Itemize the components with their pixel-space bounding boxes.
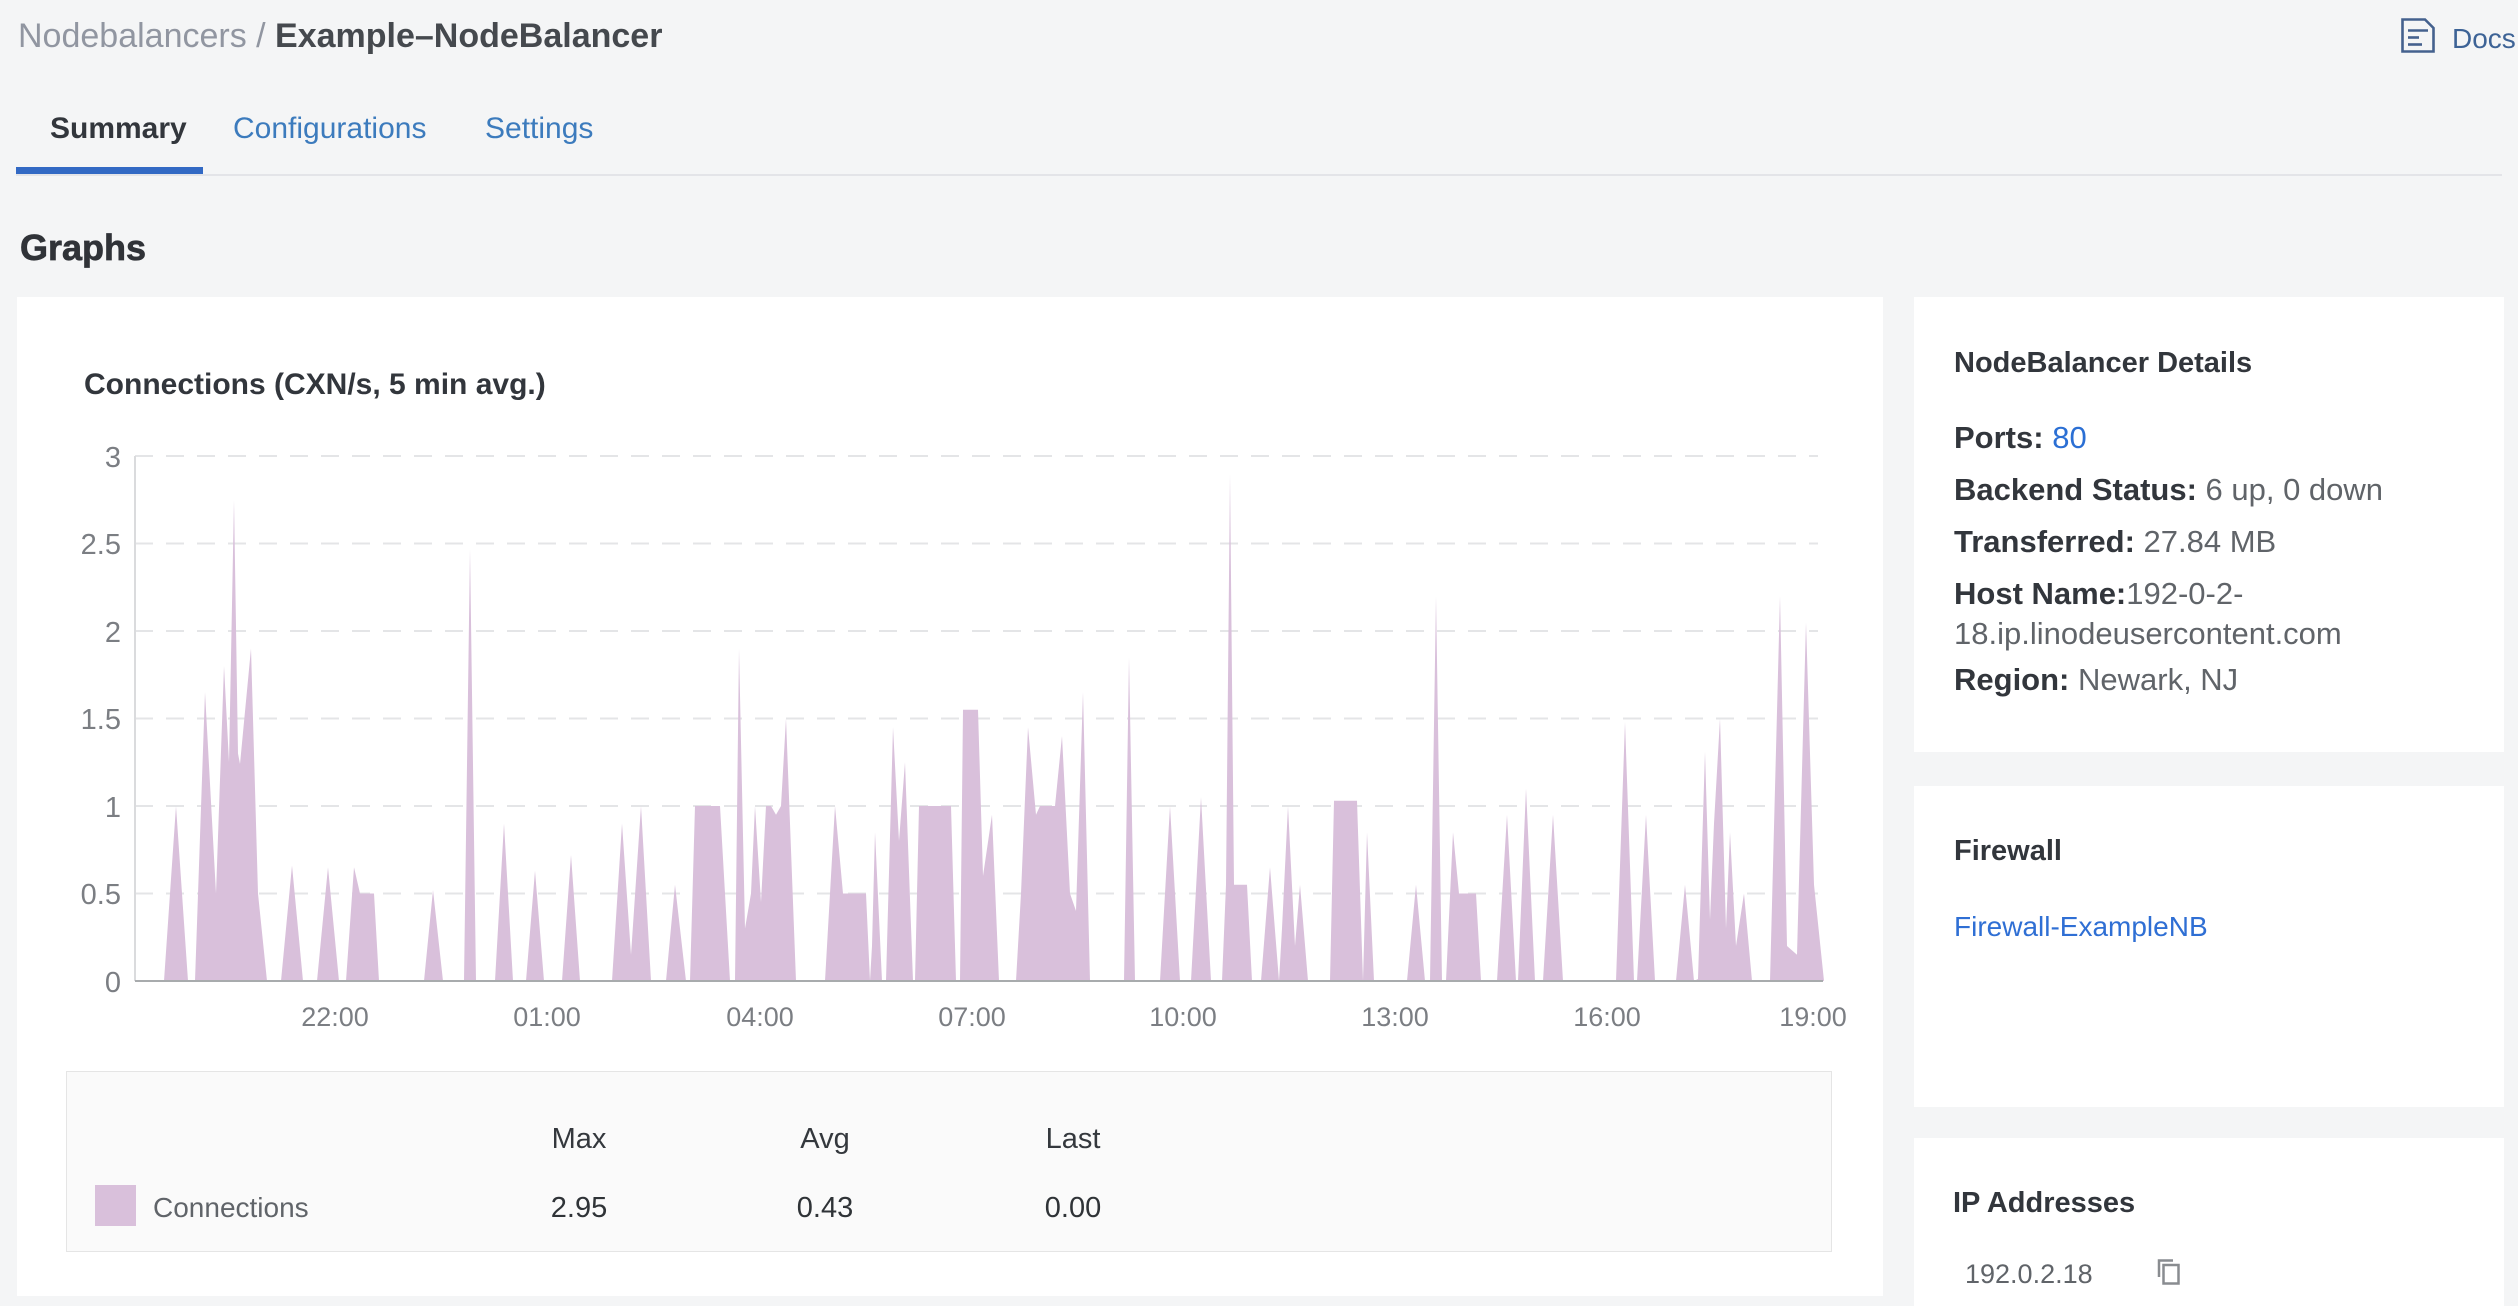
svg-text:10:00: 10:00 [1149, 1002, 1217, 1032]
svg-text:07:00: 07:00 [938, 1002, 1006, 1032]
svg-text:13:00: 13:00 [1361, 1002, 1429, 1032]
svg-text:19:00: 19:00 [1779, 1002, 1847, 1032]
svg-text:22:00: 22:00 [301, 1002, 369, 1032]
svg-text:2: 2 [105, 617, 121, 649]
svg-text:16:00: 16:00 [1573, 1002, 1641, 1032]
svg-text:2.5: 2.5 [81, 529, 121, 561]
svg-text:1: 1 [105, 792, 121, 824]
svg-text:01:00: 01:00 [513, 1002, 581, 1032]
svg-text:1.5: 1.5 [81, 704, 121, 736]
svg-text:0: 0 [105, 967, 121, 999]
svg-text:0.5: 0.5 [81, 879, 121, 911]
svg-text:3: 3 [105, 442, 121, 474]
svg-text:04:00: 04:00 [726, 1002, 794, 1032]
